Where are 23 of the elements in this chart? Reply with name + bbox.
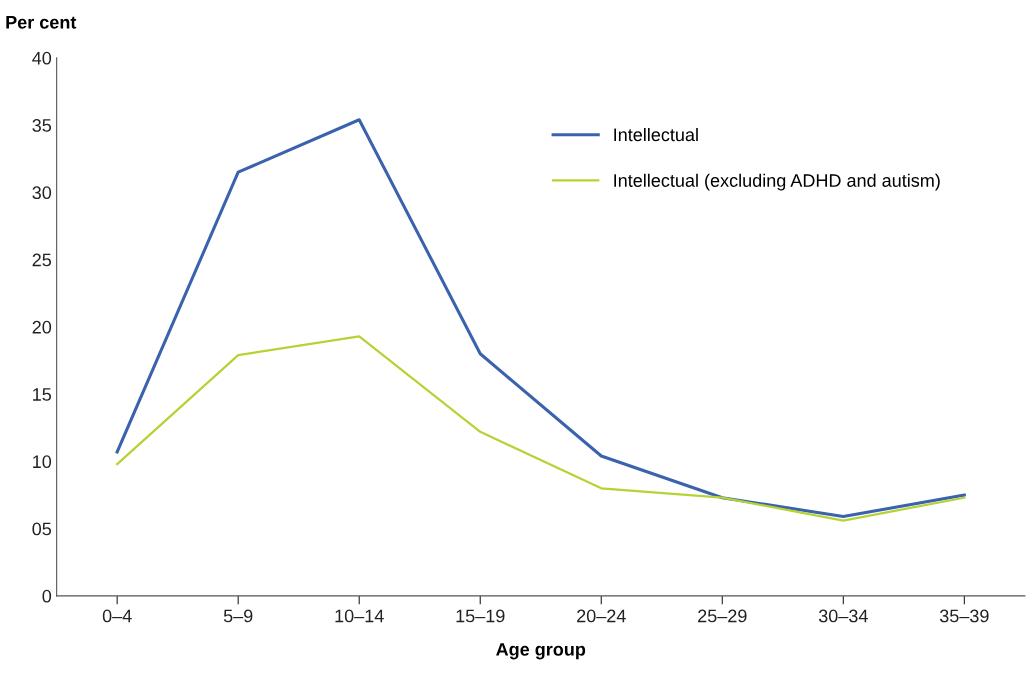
x-tick-label: 10–14 [335,609,384,623]
x-tick-label: 30–34 [818,609,868,623]
y-tick-label: 15 [33,388,52,401]
y-tick-label: 30 [32,186,52,200]
x-tick-label: 25–29 [698,609,747,623]
x-tick-label: 0–4 [102,609,132,623]
line-series [115,118,966,519]
y-tick-label: 20 [32,320,52,334]
line-series [116,335,966,522]
y-tick-label: 35 [32,119,52,132]
legend-label: Intellectual [614,127,698,142]
y-tick-label: 40 [32,51,52,65]
x-tick-label: 5–9 [223,609,253,623]
y-tick-label: 10 [33,455,52,469]
x-tick-label: 35–39 [939,609,989,623]
y-axis-title: Per cent [6,16,77,29]
x-axis-title: Age group [496,643,586,660]
x-tick-label: 20–24 [577,609,626,623]
x-tick-label: 15–19 [456,609,505,623]
y-tick-label: 05 [32,522,52,536]
legend-label: Intellectual (excluding ADHD and autism) [614,173,940,191]
y-tick-label: 25 [32,253,52,267]
y-tick-label: 0 [42,589,52,603]
